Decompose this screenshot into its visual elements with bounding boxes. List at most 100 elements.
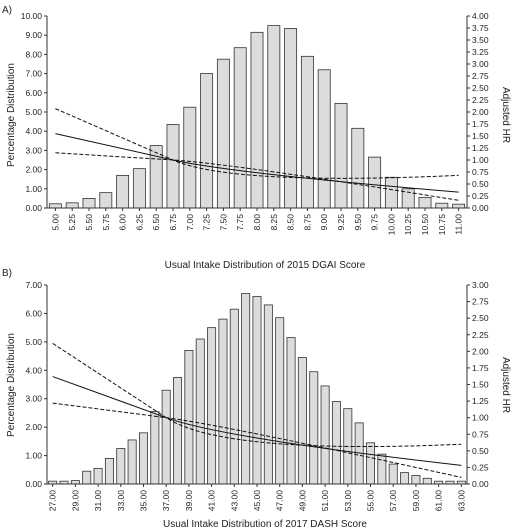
bar-a-6.25: [132, 168, 146, 209]
bar-b-35.00: [138, 432, 148, 485]
xtick-label-b-27.00: 27.00: [48, 490, 58, 512]
bar-a-6.00: [116, 174, 130, 209]
bar-b-45.00: [252, 295, 262, 485]
ytick-label-a-3.00: 3.00: [25, 145, 42, 155]
ytick-label-a-10.00: 10.00: [21, 11, 43, 21]
bar-b-37.00: [161, 389, 171, 485]
bar-a-8.75: [300, 55, 314, 209]
ytick-label-a-4.00: 4.00: [25, 126, 42, 136]
bar-a-8.50: [284, 28, 298, 209]
y2tick-label-b-0.75: 0.75: [472, 429, 489, 439]
ytick-label-a-5.00: 5.00: [25, 107, 42, 117]
bar-b-55.00: [366, 442, 375, 485]
xtick-label-b-39.00: 39.00: [184, 490, 194, 512]
xtick-label-a-7.00: 7.00: [185, 214, 195, 231]
y2tick-label-b-0.50: 0.50: [472, 446, 489, 456]
ytick-label-a-7.00: 7.00: [25, 69, 42, 79]
bar-a-5.25: [65, 202, 79, 209]
bar-b-31.00: [93, 467, 103, 485]
y2tick-label-a-2.25: 2.25: [472, 95, 489, 105]
bar-b-59.00: [411, 475, 421, 485]
panel-a-ylabel: Percentage Distribution: [6, 63, 17, 167]
hr-line-b-upper: [52, 342, 462, 448]
xtick-label-a-6.25: 6.25: [134, 214, 144, 231]
xtick-label-a-6.50: 6.50: [151, 214, 161, 231]
xtick-label-a-8.25: 8.25: [269, 214, 279, 231]
y2tick-label-a-4.00: 4.00: [472, 11, 489, 21]
y2tick-label-a-3.50: 3.50: [472, 35, 489, 45]
y2tick-label-a-3.25: 3.25: [472, 47, 489, 57]
xtick-label-b-47.00: 47.00: [275, 490, 285, 512]
panel-b-plot: 0.00 1.00 2.00 3.00 4.00 5.00 6.00 7.00 0.00 0.25…: [25, 280, 488, 511]
bar-a-8.25: [267, 25, 281, 209]
xtick-label-a-7.25: 7.25: [202, 214, 212, 231]
y2tick-label-a-3.00: 3.00: [472, 59, 489, 69]
bar-b-51.00: [320, 385, 330, 485]
bar-a-9.75: [368, 156, 382, 209]
ytick-label-b-1.00: 1.00: [25, 451, 42, 461]
ytick-label-a-1.00: 1.00: [25, 184, 42, 194]
xtick-label-a-9.75: 9.75: [370, 214, 380, 231]
bar-b-52.00: [331, 401, 341, 485]
bar-b-48.00: [286, 337, 296, 485]
bar-a-7.75: [233, 47, 247, 209]
xtick-label-a-5.25: 5.25: [67, 214, 77, 231]
ytick-label-a-9.00: 9.00: [25, 30, 42, 40]
xtick-label-a-7.50: 7.50: [218, 214, 228, 231]
y2tick-label-b-1.75: 1.75: [472, 363, 489, 373]
bar-a-7.50: [216, 58, 230, 209]
bar-a-5.00: [48, 203, 62, 209]
bar-b-41.00: [207, 327, 217, 485]
bar-a-6.75: [166, 124, 180, 209]
panel-a-xlabel: Usual Intake Distribution of 2015 DGAI S…: [165, 260, 366, 271]
xtick-label-a-10.50: 10.50: [420, 214, 430, 236]
y2tick-label-a-1.25: 1.25: [472, 143, 489, 153]
y2tick-label-a-3.75: 3.75: [472, 23, 489, 33]
ytick-label-a-0.00: 0.00: [25, 203, 42, 213]
xtick-label-a-11.00: 11.00: [454, 214, 464, 235]
y2tick-label-a-0.00: 0.00: [472, 203, 489, 213]
xtick-label-a-6.75: 6.75: [168, 214, 178, 231]
xtick-label-a-5.00: 5.00: [50, 214, 60, 231]
xtick-label-a-5.75: 5.75: [101, 214, 111, 231]
panel-b-y2label: Adjusted HR: [500, 357, 511, 413]
bar-a-10.75: [435, 202, 449, 209]
ytick-label-a-8.00: 8.00: [25, 49, 42, 59]
bar-b-34.00: [127, 439, 137, 485]
bar-b-33.00: [116, 448, 126, 485]
xtick-label-a-8.00: 8.00: [252, 214, 262, 231]
bar-a-9.00: [317, 69, 331, 209]
xtick-label-a-5.50: 5.50: [84, 214, 94, 231]
xtick-label-b-57.00: 57.00: [388, 490, 398, 512]
bar-b-38.00: [173, 376, 183, 485]
ytick-label-b-7.00: 7.00: [25, 280, 42, 290]
ytick-label-b-3.00: 3.00: [25, 394, 42, 404]
bar-a-10.00: [384, 176, 398, 209]
bar-b-50.00: [309, 371, 319, 485]
hr-line-b-lower: [52, 402, 462, 478]
bar-b-44.00: [241, 293, 251, 485]
ytick-label-b-0.00: 0.00: [25, 479, 42, 489]
y2tick-label-a-1.75: 1.75: [472, 119, 489, 129]
bar-a-9.25: [334, 102, 348, 209]
xtick-label-a-8.50: 8.50: [286, 214, 296, 231]
bar-a-10.50: [418, 197, 432, 209]
bar-b-42.00: [218, 318, 228, 485]
bar-b-40.00: [195, 338, 205, 485]
xtick-label-a-9.50: 9.50: [353, 214, 363, 231]
ytick-label-b-2.00: 2.00: [25, 422, 42, 432]
xtick-label-b-63.00: 63.00: [456, 490, 466, 512]
bar-a-9.50: [351, 127, 365, 209]
bar-b-30.00: [82, 470, 92, 485]
bar-b-29.00: [70, 480, 80, 485]
xtick-label-a-9.00: 9.00: [319, 214, 329, 231]
bar-a-8.00: [250, 31, 264, 209]
panel-b: B) Percentage Distribution Adjusted HR U…: [2, 268, 511, 530]
xtick-label-a-10.00: 10.00: [386, 214, 396, 236]
ytick-label-a-2.00: 2.00: [25, 165, 42, 175]
bar-b-39.00: [184, 349, 194, 485]
y2tick-label-b-2.75: 2.75: [472, 297, 489, 307]
y2tick-label-a-2.50: 2.50: [472, 83, 489, 93]
xtick-label-a-7.75: 7.75: [235, 214, 245, 231]
panel-a-plot: 0.00 1.00 2.00 3.00 4.00 5.00 6.00 7.00 8.00 9.00…: [21, 11, 489, 235]
